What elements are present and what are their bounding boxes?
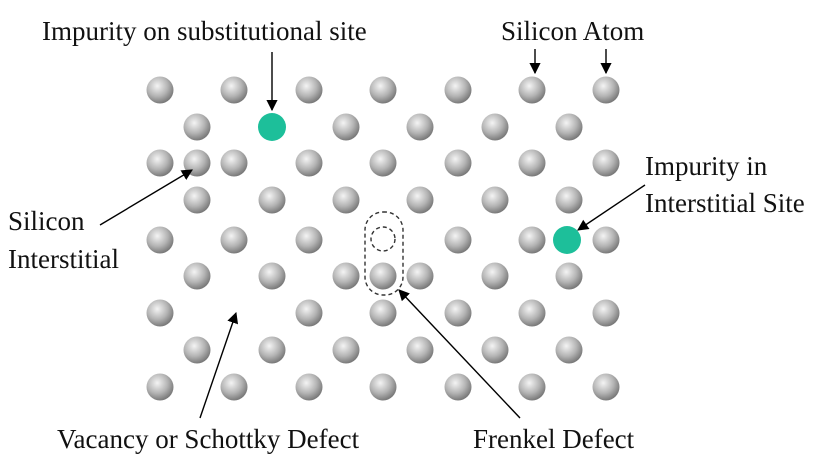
silicon-atom xyxy=(555,262,583,290)
label-vacancy: Vacancy or Schottky Defect xyxy=(57,424,360,454)
silicon-atom xyxy=(183,336,211,364)
arrow-vacancy xyxy=(199,311,239,419)
silicon-atom xyxy=(592,149,620,177)
label-frenkel: Frenkel Defect xyxy=(473,424,635,454)
label-impurity-interstitial-line2: Interstitial Site xyxy=(645,188,805,218)
label-impurity-substitutional: Impurity on substitutional site xyxy=(42,16,367,46)
silicon-atom xyxy=(183,262,211,290)
silicon-atom xyxy=(518,76,546,104)
silicon-atom xyxy=(406,113,434,141)
frenkel-defect-marker xyxy=(364,211,404,296)
interstitial-impurity-atom xyxy=(553,226,581,254)
silicon-atom xyxy=(146,226,174,254)
silicon-atom xyxy=(592,76,620,104)
silicon-atom xyxy=(220,76,248,104)
silicon-atom xyxy=(258,262,286,290)
silicon-atom xyxy=(481,186,509,214)
silicon-atom xyxy=(146,299,174,327)
frenkel-vacancy-circle xyxy=(370,226,396,252)
silicon-atom xyxy=(295,373,323,401)
label-silicon-atom: Silicon Atom xyxy=(501,16,644,46)
silicon-atom xyxy=(332,336,360,364)
silicon-atom xyxy=(444,373,472,401)
silicon-atom xyxy=(146,76,174,104)
silicon-atom xyxy=(518,373,546,401)
silicon-atom xyxy=(444,299,472,327)
silicon-atom xyxy=(555,186,583,214)
label-impurity-interstitial-line1: Impurity in xyxy=(645,151,768,181)
silicon-atom xyxy=(183,186,211,214)
silicon-atom xyxy=(183,113,211,141)
silicon-atom xyxy=(295,299,323,327)
silicon-atom xyxy=(406,336,434,364)
silicon-atom xyxy=(220,226,248,254)
silicon-atom xyxy=(481,336,509,364)
silicon-atom xyxy=(369,76,397,104)
silicon-atom xyxy=(518,299,546,327)
silicon-atom xyxy=(295,226,323,254)
silicon-atom xyxy=(444,226,472,254)
silicon-atom xyxy=(444,76,472,104)
labels: Impurity on substitutional site Silicon … xyxy=(8,16,805,454)
substitutional-impurity-atom xyxy=(258,113,286,141)
silicon-atom xyxy=(369,149,397,177)
silicon-atom xyxy=(555,336,583,364)
silicon-atom xyxy=(332,262,360,290)
silicon-atom xyxy=(444,149,472,177)
silicon-atom xyxy=(481,113,509,141)
silicon-atom xyxy=(332,113,360,141)
silicon-atom xyxy=(220,149,248,177)
silicon-atom xyxy=(369,262,397,290)
arrow-silicon-interstitial xyxy=(99,169,193,226)
label-silicon-interstitial-line1: Silicon xyxy=(8,206,85,236)
silicon-atom xyxy=(592,373,620,401)
arrow-frenkel xyxy=(398,289,521,419)
silicon-atom xyxy=(406,262,434,290)
frenkel-defect-outline xyxy=(364,211,404,296)
silicon-atom xyxy=(369,373,397,401)
silicon-atom xyxy=(555,113,583,141)
silicon-atom xyxy=(220,373,248,401)
silicon-atom xyxy=(481,262,509,290)
silicon-atom xyxy=(146,149,174,177)
silicon-atom xyxy=(332,186,360,214)
silicon-atom xyxy=(258,336,286,364)
silicon-atom xyxy=(146,373,174,401)
silicon-atom xyxy=(518,149,546,177)
silicon-atom xyxy=(592,226,620,254)
annotation-arrows xyxy=(99,49,646,419)
silicon-atom xyxy=(258,186,286,214)
silicon-atom xyxy=(369,299,397,327)
silicon-atom xyxy=(518,226,546,254)
silicon-atom xyxy=(295,149,323,177)
silicon-atom xyxy=(406,186,434,214)
silicon-atom xyxy=(592,299,620,327)
label-silicon-interstitial-line2: Interstitial xyxy=(8,244,119,274)
arrow-impurity-interstitial xyxy=(577,184,646,231)
silicon-lattice xyxy=(146,76,620,401)
silicon-atom xyxy=(295,76,323,104)
